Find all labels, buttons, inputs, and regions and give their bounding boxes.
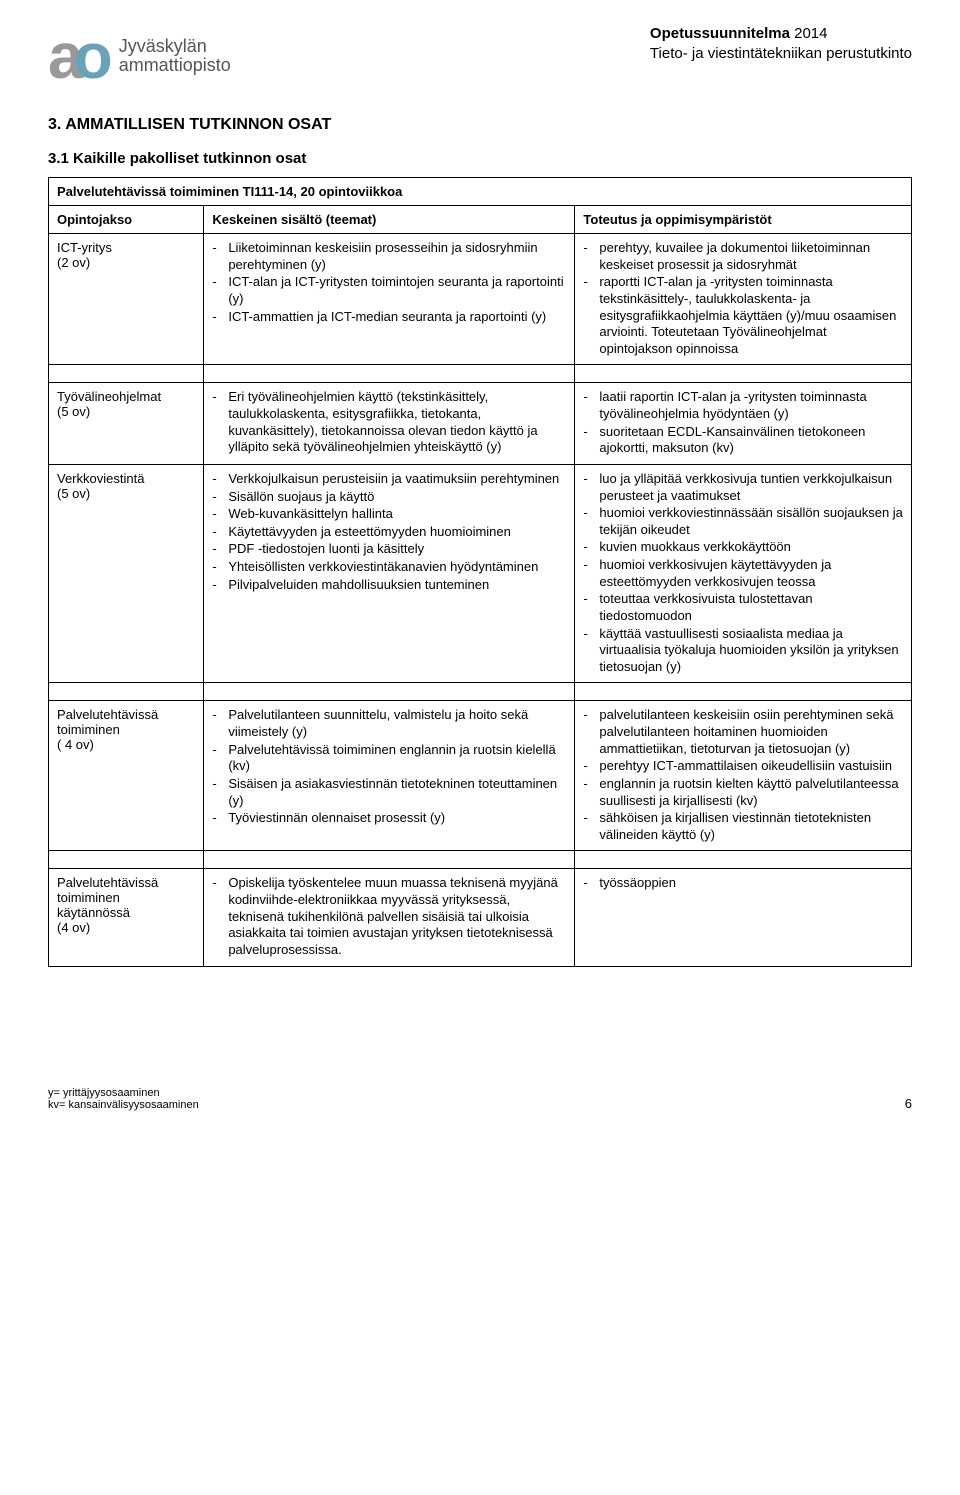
table-gap-row [49, 365, 912, 383]
list-item: huomioi verkkosivujen käytettävyyden ja … [583, 557, 903, 590]
list-item: englannin ja ruotsin kielten käyttö palv… [583, 776, 903, 809]
list-item: Web-kuvankäsittelyn hallinta [212, 506, 566, 523]
logo-text: Jyväskylän ammattiopisto [119, 37, 231, 75]
list-item: raportti ICT-alan ja -yritysten toiminna… [583, 274, 903, 357]
table-row: Palvelutehtävissä toimiminen( 4 ov)Palve… [49, 701, 912, 851]
footer-line1: y= yrittäjyysosaaminen [48, 1087, 912, 1099]
toteutus-cell: työssäoppien [575, 869, 912, 966]
header-right-line2: Tieto- ja viestintätekniikan perustutkin… [650, 44, 912, 64]
list-item: Opiskelija työskentelee muun muassa tekn… [212, 875, 566, 958]
list-item: Palvelutehtävissä toimiminen englannin j… [212, 742, 566, 775]
list-item: huomioi verkkoviestinnässään sisällön su… [583, 505, 903, 538]
list-item: Työviestinnän olennaiset prosessit (y) [212, 810, 566, 827]
header-right: Opetussuunnitelma 2014 Tieto- ja viestin… [650, 24, 912, 65]
footer-line2: kv= kansainvälisyysosaaminen [48, 1099, 912, 1111]
list-item: ICT-alan ja ICT-yritysten toimintojen se… [212, 274, 566, 307]
table-gap-row [49, 683, 912, 701]
list-item: luo ja ylläpitää verkkosivuja tuntien ve… [583, 471, 903, 504]
opintojakso-cell: ICT-yritys(2 ov) [49, 234, 204, 365]
opintojakso-cell: Palvelutehtävissä toimiminen käytännössä… [49, 869, 204, 966]
table-caption: Palvelutehtävissä toimiminen TI111-14, 2… [49, 178, 912, 206]
table-row: Verkkoviestintä(5 ov) Verkkojulkaisun per… [49, 464, 912, 683]
page-number: 6 [905, 1096, 912, 1111]
gap-cell [49, 851, 204, 869]
sisalto-cell: Opiskelija työskentelee muun muassa tekn… [204, 869, 575, 966]
list-item: kuvien muokkaus verkkokäyttöön [583, 539, 903, 556]
list-item: perehtyy ICT-ammattilaisen oikeudellisii… [583, 758, 903, 775]
table-row: Palvelutehtävissä toimiminen käytännössä… [49, 869, 912, 966]
table-caption-row: Palvelutehtävissä toimiminen TI111-14, 2… [49, 178, 912, 206]
table-header-1: Opintojakso [49, 206, 204, 234]
list-item: suoritetaan ECDL-Kansainvälinen tietokon… [583, 424, 903, 457]
opintojakso-cell: Palvelutehtävissä toimiminen( 4 ov) [49, 701, 204, 851]
list-item: Palvelutilanteen suunnittelu, valmistelu… [212, 707, 566, 740]
table-header-2: Keskeinen sisältö (teemat) [204, 206, 575, 234]
toteutus-cell: perehtyy, kuvailee ja dokumentoi liiketo… [575, 234, 912, 365]
sisalto-cell: Eri työvälineohjelmien käyttö (tekstinkä… [204, 383, 575, 465]
gap-cell [575, 365, 912, 383]
gap-cell [575, 851, 912, 869]
toteutus-cell: palvelutilanteen keskeisiin osiin pereht… [575, 701, 912, 851]
section-title: 3. AMMATILLISEN TUTKINNON OSAT [48, 116, 912, 134]
gap-cell [204, 683, 575, 701]
subsection-title: 3.1 Kaikille pakolliset tutkinnon osat [48, 150, 912, 167]
page-header: a o Jyväskylän ammattiopisto Opetussuunn… [48, 24, 912, 88]
list-item: Verkkojulkaisun perusteisiin ja vaatimuk… [212, 471, 566, 488]
list-item: Pilvipalveluiden mahdollisuuksien tuntem… [212, 577, 566, 594]
list-item: palvelutilanteen keskeisiin osiin pereht… [583, 707, 903, 757]
header-right-line1-bold: Opetussuunnitelma [650, 25, 790, 42]
logo-ao: a o [48, 24, 107, 88]
toteutus-cell: luo ja ylläpitää verkkosivuja tuntien ve… [575, 464, 912, 683]
list-item: Liiketoiminnan keskeisiin prosesseihin j… [212, 240, 566, 273]
sisalto-cell: Palvelutilanteen suunnittelu, valmistelu… [204, 701, 575, 851]
list-item: PDF -tiedostojen luonti ja käsittely [212, 541, 566, 558]
list-item: perehtyy, kuvailee ja dokumentoi liiketo… [583, 240, 903, 273]
header-right-line1-rest: 2014 [790, 25, 828, 42]
gap-cell [49, 683, 204, 701]
table-header-3: Toteutus ja oppimisympäristöt [575, 206, 912, 234]
list-item: Sisällön suojaus ja käyttö [212, 489, 566, 506]
sisalto-cell: Verkkojulkaisun perusteisiin ja vaatimuk… [204, 464, 575, 683]
logo-text-line2: ammattiopisto [119, 56, 231, 75]
page-footer: y= yrittäjyysosaaminen kv= kansainvälisy… [48, 1087, 912, 1111]
gap-cell [49, 365, 204, 383]
logo-block: a o Jyväskylän ammattiopisto [48, 24, 231, 88]
table-row: Työvälineohjelmat(5 ov)Eri työvälineohje… [49, 383, 912, 465]
header-right-line1: Opetussuunnitelma 2014 [650, 24, 912, 44]
opintojakso-cell: Työvälineohjelmat(5 ov) [49, 383, 204, 465]
list-item: sähköisen ja kirjallisen viestinnän tiet… [583, 810, 903, 843]
table-header-row: Opintojakso Keskeinen sisältö (teemat) T… [49, 206, 912, 234]
list-item: käyttää vastuullisesti sosiaalista media… [583, 626, 903, 676]
gap-cell [204, 365, 575, 383]
gap-cell [575, 683, 912, 701]
table-row: ICT-yritys(2 ov)Liiketoiminnan keskeisii… [49, 234, 912, 365]
list-item: Sisäisen ja asiakasviestinnän tietotekni… [212, 776, 566, 809]
logo-text-line1: Jyväskylän [119, 37, 231, 56]
list-item: Eri työvälineohjelmien käyttö (tekstinkä… [212, 389, 566, 456]
list-item: Käytettävyyden ja esteettömyyden huomioi… [212, 524, 566, 541]
curriculum-table: Palvelutehtävissä toimiminen TI111-14, 2… [48, 177, 912, 967]
opintojakso-cell: Verkkoviestintä(5 ov) [49, 464, 204, 683]
toteutus-cell: laatii raportin ICT-alan ja -yritysten t… [575, 383, 912, 465]
list-item: työssäoppien [583, 875, 903, 892]
logo-letter-o: o [74, 24, 107, 88]
gap-cell [204, 851, 575, 869]
sisalto-cell: Liiketoiminnan keskeisiin prosesseihin j… [204, 234, 575, 365]
table-gap-row [49, 851, 912, 869]
list-item: toteuttaa verkkosivuista tulostettavan t… [583, 591, 903, 624]
list-item: ICT-ammattien ja ICT-median seuranta ja … [212, 309, 566, 326]
list-item: laatii raportin ICT-alan ja -yritysten t… [583, 389, 903, 422]
list-item: Yhteisöllisten verkkoviestintäkanavien h… [212, 559, 566, 576]
